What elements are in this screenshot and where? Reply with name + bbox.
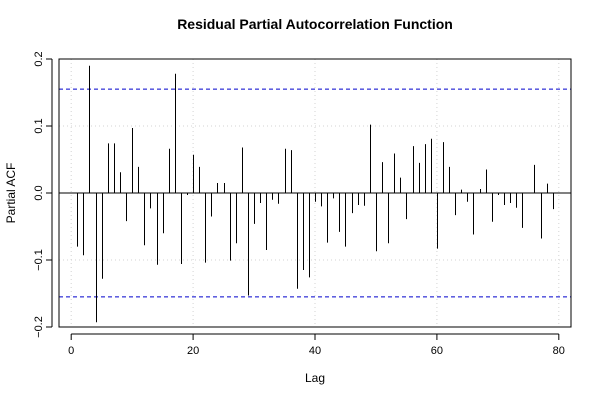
confidence-bounds: [59, 88, 571, 298]
x-axis: 0 20 40 60 80: [68, 333, 565, 357]
x-axis-label: Lag: [305, 371, 325, 385]
x-tick-label: 60: [431, 345, 443, 357]
x-tick-label: 80: [553, 345, 565, 357]
y-tick-label: 0.0: [33, 185, 45, 200]
y-tick-label: 0.2: [33, 51, 45, 66]
x-tick-label: 0: [68, 345, 74, 357]
y-tick-label: −0.2: [33, 316, 45, 338]
chart-title: Residual Partial Autocorrelation Functio…: [177, 16, 453, 32]
y-axis-label: Partial ACF: [4, 163, 18, 224]
y-tick-label: 0.1: [33, 118, 45, 133]
y-tick-label: −0.1: [33, 249, 45, 271]
pacf-bars: [77, 65, 554, 323]
y-axis: −0.2 −0.1 0.0 0.1 0.2: [33, 51, 53, 338]
plot-frame: [58, 58, 572, 328]
x-tick-label: 40: [309, 345, 321, 357]
x-tick-label: 20: [187, 345, 199, 357]
